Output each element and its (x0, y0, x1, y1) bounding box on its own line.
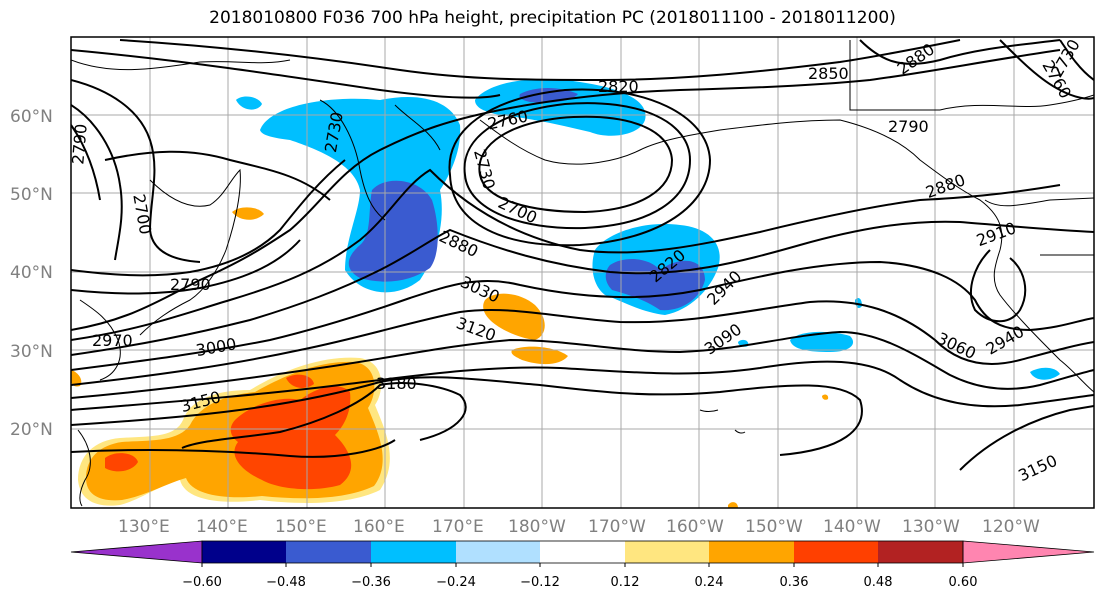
lon-label: 140°W (823, 517, 881, 537)
contour-label: 2820 (598, 77, 639, 96)
lon-label: 130°E (118, 517, 170, 537)
pos-region-central (483, 293, 545, 340)
colorbar-tick-label: 0.24 (695, 575, 724, 590)
pos-region-small-4 (71, 370, 82, 387)
longitude-labels: 130°E 140°E 150°E 160°E 170°E 180°W 170°… (118, 517, 1040, 537)
colorbar-tick-label: 0.12 (611, 575, 640, 590)
lon-label: 160°W (666, 517, 724, 537)
neg-region-small-5 (236, 96, 262, 110)
lon-label: 170°E (432, 517, 484, 537)
colorbar-tick-label: −0.60 (182, 575, 222, 590)
lon-label: 150°E (275, 517, 327, 537)
lat-label: 20°N (10, 420, 53, 440)
pos-region-small-6 (822, 394, 829, 400)
colorbar-tick-label: 0.36 (780, 575, 809, 590)
colorbar-tick-label: −0.12 (520, 575, 560, 590)
lon-label: 170°W (588, 517, 646, 537)
colorbar-tick-label: −0.24 (436, 575, 476, 590)
colorbar-bin (371, 541, 456, 563)
contour-label: 2790 (170, 275, 211, 294)
contour-label: 2850 (808, 64, 849, 83)
height-contours (71, 39, 1094, 471)
lon-label: 150°W (745, 517, 803, 537)
colorbar-bin (286, 541, 371, 563)
colorbar-tick-label: −0.36 (351, 575, 391, 590)
colorbar-bin (709, 541, 794, 563)
lon-label: 160°E (353, 517, 405, 537)
colorbar-outline (201, 540, 964, 564)
map-title: 2018010800 F036 700 hPa height, precipit… (209, 8, 896, 28)
neg-region-bering (475, 79, 646, 136)
contour-label: 2790 (888, 117, 929, 136)
colorbar-bin (794, 541, 878, 563)
colorbar-ticks: −0.60 −0.48 −0.36 −0.24 −0.12 0.12 0.24 … (182, 575, 977, 590)
coastlines (71, 40, 1094, 507)
neg-region-small-3 (1030, 367, 1060, 380)
colorbar-bin (70, 540, 203, 564)
lat-label: 30°N (10, 342, 53, 362)
precipitation-shading (71, 79, 1060, 508)
latitude-labels: 60°N 50°N 40°N 30°N 20°N (10, 107, 53, 440)
colorbar-bin (625, 541, 709, 563)
lat-label: 60°N (10, 107, 53, 127)
colorbar-bin (878, 541, 963, 563)
colorbar-tick-label: 0.48 (864, 575, 893, 590)
contour-label: 2970 (92, 331, 133, 350)
lon-label: 130°W (902, 517, 960, 537)
lon-label: 180°W (508, 517, 566, 537)
pos-core-small-1 (105, 453, 138, 472)
lat-label: 50°N (10, 185, 53, 205)
colorbar: −0.60 −0.48 −0.36 −0.24 −0.12 0.12 0.24 … (70, 540, 1095, 590)
lon-label: 140°E (196, 517, 248, 537)
neg-core-kamchatka (348, 180, 438, 282)
colorbar-bins (70, 540, 1095, 567)
pos-region-small-3 (232, 207, 264, 220)
lat-label: 40°N (10, 263, 53, 283)
colorbar-bin (540, 541, 625, 563)
plot-frame (70, 36, 1095, 509)
pos-core-tropics (230, 386, 352, 490)
lon-label: 120°W (982, 517, 1040, 537)
pos-region-small-5 (728, 502, 738, 508)
colorbar-tick-label: 0.60 (949, 575, 978, 590)
colorbar-bin (202, 541, 286, 563)
contour-label: 3180 (376, 374, 417, 393)
colorbar-tick-label: −0.48 (266, 575, 306, 590)
neg-region-small-1 (790, 331, 854, 352)
pos-region-central-2 (511, 346, 568, 365)
colorbar-bin (962, 540, 1095, 564)
contour-label: 2790 (68, 123, 90, 165)
colorbar-bin (456, 541, 540, 563)
